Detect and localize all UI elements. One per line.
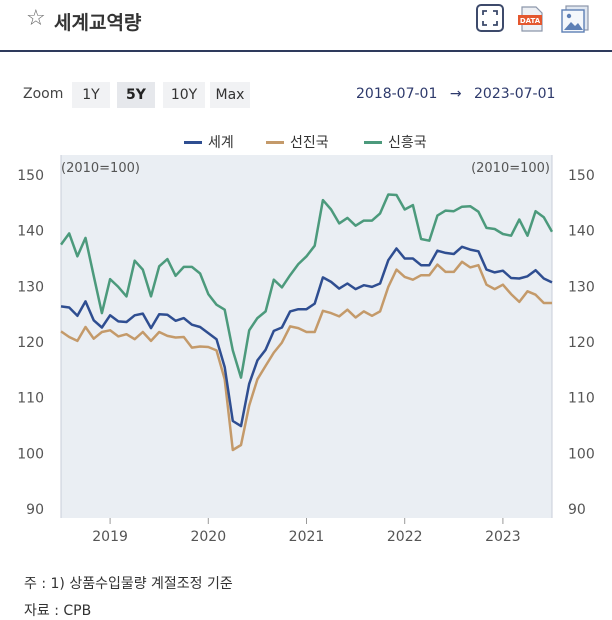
y-tick-label-left: 140 xyxy=(17,224,44,240)
zoom-5y-button[interactable]: 5Y xyxy=(117,82,155,108)
page-header: ☆ 세계교역량 DATA xyxy=(0,0,612,52)
line-chart: (2010=100) (2010=100) 90 90 100 100 110 110 12… xyxy=(17,155,595,545)
y-tick-label-left: 110 xyxy=(17,391,44,407)
series-line-world[interactable] xyxy=(60,245,553,428)
x-tick-label: 2022 xyxy=(387,529,423,545)
y-tick-label-right: 150 xyxy=(568,168,595,184)
y-tick-label-right: 130 xyxy=(568,279,595,295)
legend-item-emerging[interactable]: 신흥국 xyxy=(388,135,427,151)
zoom-10y-button[interactable]: 10Y xyxy=(163,82,205,108)
series-line-advanced[interactable] xyxy=(60,260,552,452)
zoom-1y-button[interactable]: 1Y xyxy=(72,82,110,108)
y-tick-label-left: 120 xyxy=(17,335,44,351)
y-tick-label-right: 120 xyxy=(568,335,595,351)
y-tick-label-right: 140 xyxy=(568,224,595,240)
x-tick-label: 2019 xyxy=(92,529,128,545)
y-tick-label-left: 90 xyxy=(26,502,44,518)
zoom-max-button[interactable]: Max xyxy=(210,82,250,108)
legend-swatch-world xyxy=(184,141,202,144)
date-range-arrow: → xyxy=(449,86,462,102)
star-icon[interactable]: ☆ xyxy=(26,6,46,31)
y-axis-unit-left: (2010=100) xyxy=(61,161,140,176)
data-icon-label: DATA xyxy=(520,17,541,25)
y-tick-label-right: 90 xyxy=(568,502,586,518)
y-tick-label-left: 130 xyxy=(17,279,44,295)
legend-swatch-advanced xyxy=(266,141,284,144)
legend-item-world[interactable]: 세계 xyxy=(208,135,234,151)
data-download-icon[interactable]: DATA xyxy=(516,4,544,32)
date-range-start[interactable]: 2018-07-01 xyxy=(356,86,438,102)
zoom-label: Zoom xyxy=(23,86,64,102)
y-tick-label-right: 110 xyxy=(568,391,595,407)
date-range-end[interactable]: 2023-07-01 xyxy=(474,86,556,102)
date-range[interactable]: 2018-07-01 → 2023-07-01 xyxy=(356,86,555,102)
y-axis-unit-right: (2010=100) xyxy=(471,161,550,176)
x-tick-label: 2023 xyxy=(485,529,521,545)
y-tick-label-left: 150 xyxy=(17,168,44,184)
legend-swatch-emerging xyxy=(364,141,382,144)
x-tick-label: 2021 xyxy=(289,529,325,545)
series-line-emerging[interactable] xyxy=(59,193,554,379)
legend-item-advanced[interactable]: 선진국 xyxy=(290,135,329,151)
image-download-icon[interactable] xyxy=(560,4,589,33)
page-title: 세계교역량 xyxy=(54,12,142,34)
plot-area xyxy=(61,155,552,518)
chart-legend: 세계 선진국 신흥국 xyxy=(0,132,612,152)
x-tick-label: 2020 xyxy=(190,529,226,545)
source-note: 자료 : CPB xyxy=(24,603,92,619)
expand-icon[interactable] xyxy=(476,4,504,32)
y-tick-label-left: 100 xyxy=(17,446,44,462)
y-tick-label-right: 100 xyxy=(568,446,595,462)
footnote: 주 : 1) 상품수입물량 계절조정 기준 xyxy=(24,576,233,592)
